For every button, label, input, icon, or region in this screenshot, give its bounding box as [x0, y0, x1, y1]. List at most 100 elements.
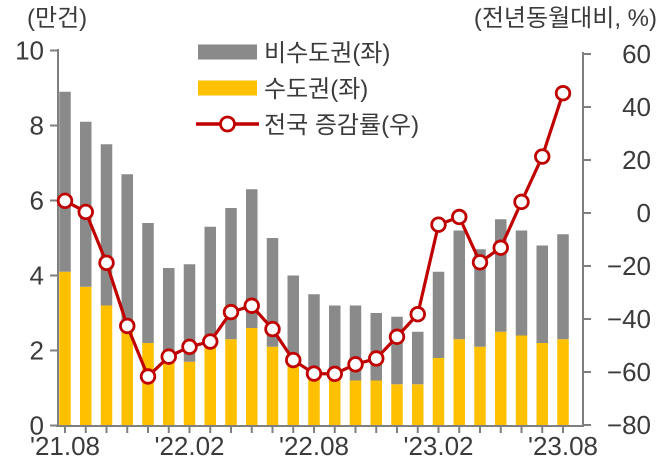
metro-bar-segment	[100, 305, 113, 426]
growth-line-marker	[56, 192, 74, 210]
metro-bar-segment	[225, 339, 237, 426]
right-axis-tick-label: −20	[607, 251, 651, 281]
x-axis-label: '22.08	[279, 431, 349, 461]
left-axis-tick-label: 4	[30, 261, 44, 291]
nonmetro-bar-segment	[432, 271, 445, 358]
growth-line-marker	[326, 365, 343, 383]
x-axis-label: '21.08	[30, 431, 100, 461]
legend-swatch-nonmetro	[198, 44, 257, 60]
left-axis-tick-label: 0	[30, 411, 44, 441]
left-axis-tick-label: 10	[15, 36, 44, 66]
legend-swatch-metro	[198, 80, 257, 96]
x-axis-label: '23.02	[403, 431, 473, 461]
left-axis-title: (만건)	[27, 5, 87, 32]
x-axis-label: '22.02	[154, 431, 224, 461]
nonmetro-bar-segment	[59, 91, 71, 272]
metro-bar-segment	[329, 380, 341, 426]
nonmetro-bar-segment	[246, 189, 258, 328]
right-axis-tick-label: −40	[607, 304, 651, 334]
growth-line-marker	[451, 208, 468, 226]
growth-line-marker	[554, 85, 572, 102]
left-axis-tick-label: 2	[30, 336, 44, 366]
nonmetro-bar-segment	[391, 316, 403, 385]
growth-line-marker	[139, 368, 157, 385]
right-axis-tick-label: 20	[622, 145, 651, 175]
metro-bar-segment	[432, 358, 445, 426]
nonmetro-bar-segment	[308, 294, 320, 377]
metro-bar-segment	[557, 339, 569, 426]
metro-bar-segment	[370, 380, 382, 426]
right-axis-tick-label: 40	[622, 92, 651, 122]
metro-bar-segment	[391, 384, 403, 426]
nonmetro-bar-segment	[142, 223, 154, 343]
axes-group: 10864206040200−20−40−60−80'21.08'22.02'2…	[15, 36, 651, 462]
metro-bar-segment	[287, 365, 299, 426]
nonmetro-bar-segment	[349, 305, 362, 381]
growth-line-marker	[285, 351, 302, 369]
metro-bar-segment	[80, 286, 92, 426]
nonmetro-bar-segment	[557, 234, 569, 340]
metro-bar-segment	[308, 376, 320, 426]
nonmetro-bar-segment	[121, 174, 133, 325]
nonmetro-bar-segment	[453, 230, 465, 340]
growth-line-marker	[471, 254, 489, 271]
metro-bar-segment	[349, 380, 362, 426]
metro-bar-segment	[246, 328, 258, 426]
right-axis-tick-label: −80	[607, 410, 651, 440]
right-axis-tick-label: −60	[607, 357, 651, 387]
growth-line-marker	[119, 317, 136, 335]
growth-line-marker	[388, 328, 406, 345]
metro-bar-segment	[204, 346, 216, 426]
growth-line-marker	[305, 365, 323, 382]
left-axis-tick-label: 8	[30, 111, 44, 141]
bar-series-group	[59, 91, 569, 426]
nonmetro-bar-segment	[287, 275, 299, 366]
nonmetro-bar-segment	[495, 219, 507, 332]
growth-line-marker	[264, 320, 281, 338]
growth-line-marker	[513, 193, 530, 211]
legend-line-marker	[219, 115, 236, 133]
growth-line-marker	[534, 148, 551, 165]
growth-line-marker	[347, 356, 364, 373]
growth-line-marker	[368, 350, 385, 367]
metro-bar-segment	[163, 361, 175, 426]
nonmetro-bar-segment	[536, 245, 548, 343]
nonmetro-bar-segment	[266, 238, 279, 347]
right-axis-title: (전년동월대비, %)	[474, 5, 657, 32]
metro-bar-segment	[121, 324, 133, 426]
line-series-group	[56, 85, 572, 385]
growth-line-marker	[409, 306, 426, 323]
growth-line-marker	[181, 338, 198, 356]
left-axis-tick-label: 6	[30, 186, 44, 216]
nonmetro-bar-segment	[100, 144, 113, 306]
nonmetro-bar-segment	[225, 208, 237, 340]
metro-bar-segment	[495, 331, 507, 426]
growth-line-marker	[492, 239, 509, 256]
nonmetro-bar-segment	[329, 305, 341, 381]
growth-line-marker	[160, 348, 177, 365]
nonmetro-bar-segment	[204, 226, 216, 347]
metro-bar-segment	[266, 346, 279, 426]
metro-bar-segment	[412, 384, 424, 426]
metro-bar-segment	[453, 339, 465, 426]
nonmetro-bar-segment	[183, 264, 196, 362]
legend-label: 수도권(좌)	[264, 76, 368, 103]
metro-bar-segment	[59, 271, 71, 426]
nonmetro-bar-segment	[412, 331, 424, 385]
legend-label: 비수도권(좌)	[264, 40, 390, 67]
metro-bar-segment	[515, 335, 528, 426]
x-axis-label: '23.08	[528, 431, 598, 461]
nonmetro-bar-segment	[515, 230, 528, 336]
growth-line-marker	[77, 203, 94, 221]
growth-line-marker	[243, 297, 260, 314]
legend: 비수도권(좌) 수도권(좌) 전국 증감률(우)	[196, 40, 419, 139]
growth-line-marker	[222, 303, 240, 321]
growth-line-marker	[430, 216, 447, 233]
right-axis-tick-label: 60	[622, 39, 651, 69]
metro-bar-segment	[183, 361, 196, 426]
nonmetro-bar-segment	[370, 313, 382, 381]
metro-bar-segment	[536, 343, 548, 426]
growth-line-marker	[202, 333, 219, 350]
